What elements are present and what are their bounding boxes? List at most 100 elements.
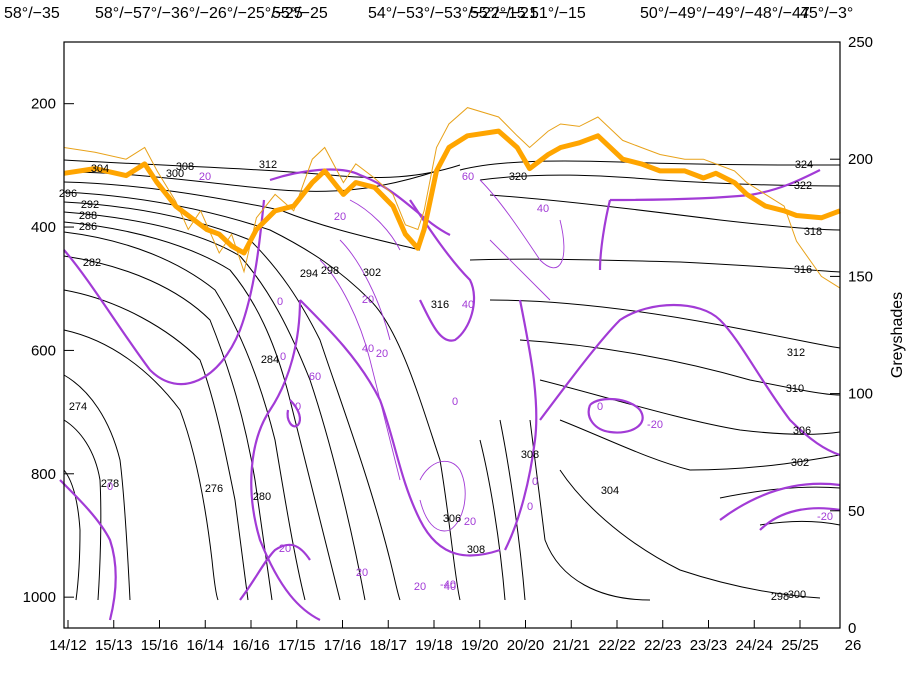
x-tick-label: 17/16 — [324, 637, 362, 654]
isentrope-label: 288 — [79, 210, 97, 222]
pv-contour-label: 20 — [464, 516, 476, 528]
x-tick-label: 17/15 — [278, 637, 316, 654]
greyshade-curves — [63, 107, 841, 289]
plot-frame — [63, 41, 841, 629]
isentrope-line — [539, 379, 841, 435]
y-tick-label: 200 — [31, 96, 56, 113]
x-tick-label: 25/25 — [781, 637, 819, 654]
x-tick-label: 20/20 — [507, 637, 545, 654]
isentrope-line — [63, 289, 249, 601]
pv-contour-line — [63, 199, 266, 386]
top-location-label: 50°/−49°/−49°/−48°/−47 — [640, 5, 810, 22]
isentrope-line — [63, 211, 366, 601]
pv-contour-label: 60 — [309, 371, 321, 383]
isentrope-contours — [63, 159, 841, 601]
pv-contour-label: 20 — [279, 543, 291, 555]
pv-contour-label: 20 — [199, 171, 211, 183]
pv-contour-line-thin — [489, 239, 551, 301]
pv-contour-label: 40 — [537, 203, 549, 215]
x-tick-label: 15/16 — [141, 637, 179, 654]
isentrope-label: 324 — [795, 159, 813, 171]
y2-tick-label: 150 — [848, 268, 873, 285]
isentrope-label: 316 — [431, 299, 449, 311]
isentrope-label: 306 — [443, 513, 461, 525]
isentrope-label: 316 — [794, 264, 812, 276]
isentrope-line — [559, 419, 841, 471]
y-tick-label: 1000 — [23, 589, 56, 606]
pv-contour-label: 0 — [277, 296, 283, 308]
isentrope-line — [63, 181, 421, 251]
x-tick-label: 22/23 — [644, 637, 682, 654]
isentrope-label: 282 — [83, 257, 101, 269]
isentrope-label: 300 — [788, 589, 806, 601]
pv-contour-label: -20 — [817, 511, 833, 523]
pv-contour-label: 40 — [362, 343, 374, 355]
greyshade-thick-curve — [63, 128, 841, 256]
isentrope-line — [63, 329, 219, 601]
y2-tick-label: 50 — [848, 503, 865, 520]
pv-contour-line-thin — [419, 460, 466, 532]
pv-contour-label: 20 — [356, 567, 368, 579]
top-location-label: 55°/−15 — [470, 5, 526, 22]
isentrope-label: 304 — [601, 485, 619, 497]
y2-tick-label: 200 — [848, 151, 873, 168]
pv-contour-line — [59, 479, 117, 621]
top-location-label: 55°/−25 — [272, 5, 328, 22]
pv-contour-label: 0 — [280, 351, 286, 363]
x-tick-label: 22/22 — [598, 637, 636, 654]
isentrope-line — [519, 339, 841, 396]
x-tick-label: 18/17 — [369, 637, 407, 654]
pv-contour-line — [504, 299, 538, 551]
isentrope-line — [63, 159, 461, 179]
isentrope-label: 312 — [787, 347, 805, 359]
right-axis-title: Greyshades — [889, 292, 906, 378]
isentrope-label: 300 — [166, 168, 184, 180]
top-location-label: 54°/−53°/−53°/−22°/−21 — [368, 5, 538, 22]
pv-contour-line — [587, 397, 644, 434]
pv-contour-label: 20 — [334, 211, 346, 223]
pv-contour-label: 20 — [414, 581, 426, 593]
isentrope-line — [459, 160, 841, 171]
pv-contour-line — [250, 299, 321, 621]
x-tick-label: 23/23 — [690, 637, 728, 654]
isentrope-line — [499, 419, 526, 601]
pv-contour-label: 0 — [452, 396, 458, 408]
isentrope-line — [63, 231, 306, 601]
isentrope-line — [479, 439, 506, 601]
isentrope-label: 320 — [509, 171, 527, 183]
pv-contour-label: -40 — [440, 579, 456, 591]
isentrope-line — [63, 201, 401, 601]
x-tick-label: 21/21 — [552, 637, 590, 654]
pv-contour-line — [409, 199, 475, 342]
isentrope-line — [469, 258, 841, 273]
isentrope-line — [63, 255, 273, 601]
pv-contour-line — [286, 399, 301, 428]
isentrope-line — [63, 419, 102, 601]
pv-contour-label: 0 — [295, 401, 301, 413]
isentrope-label: 280 — [253, 491, 271, 503]
pv-contour-line-thin — [339, 239, 391, 341]
pv-contour-label: 40 — [462, 299, 474, 311]
isentrope-line — [63, 374, 131, 601]
pv-contour-label: 0 — [532, 476, 538, 488]
pv-contour-label: 60 — [462, 171, 474, 183]
isentrope-label: 318 — [804, 226, 822, 238]
pv-contour-label: 0 — [597, 401, 603, 413]
isentrope-label: 322 — [794, 180, 812, 192]
isentrope-label: 302 — [363, 267, 381, 279]
x-tick-label: 19/18 — [415, 637, 453, 654]
isentrope-label: 302 — [791, 457, 809, 469]
top-location-label: 58°/−35 — [4, 5, 60, 22]
y-tick-label: 400 — [31, 219, 56, 236]
x-tick-label: 16/16 — [232, 637, 270, 654]
isentrope-label: 298 — [321, 265, 339, 277]
y-tick-label: 600 — [31, 342, 56, 359]
isentrope-line — [559, 469, 821, 599]
isentrope-label: 296 — [59, 188, 77, 200]
y2-tick-label: 250 — [848, 34, 873, 51]
isentrope-label: 310 — [786, 383, 804, 395]
isentrope-line — [479, 174, 841, 187]
isentrope-label: 294 — [300, 268, 318, 280]
isentrope-label: 292 — [81, 199, 99, 211]
